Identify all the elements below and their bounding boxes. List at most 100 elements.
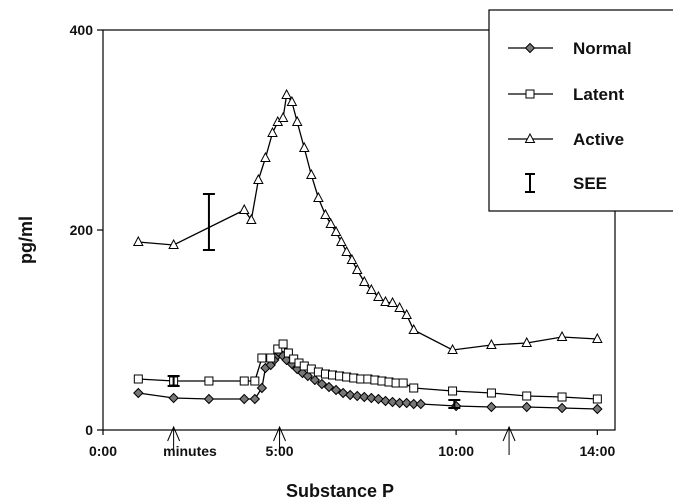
data-point-active [306,168,317,179]
data-point-normal [450,400,462,412]
data-point-active [408,323,420,334]
y-axis: 0 200 400 [70,22,103,438]
arrow-mark [502,425,516,455]
data-point-active [401,308,412,319]
data-point-normal [239,393,250,405]
data-point-active [373,290,384,301]
data-point-normal [359,391,370,403]
data-point-normal [521,401,532,413]
data-point-active [394,301,405,312]
data-point-active [380,295,391,306]
data-point-normal [486,401,497,413]
data-point-normal [366,392,377,404]
data-point-active [486,338,497,349]
data-point-normal [556,402,568,414]
legend-item-see: SEE [525,173,607,193]
data-point-latent [273,344,283,354]
data-point-normal [249,393,261,405]
legend-label: Latent [573,85,624,104]
x-axis: 0:00 5:00 10:00 14:00 [89,430,615,459]
arrow-head [502,425,516,442]
y-tick-label: 400 [70,22,94,38]
arrow-mark [167,425,181,455]
legend-label: Active [573,130,624,149]
error-bars [167,193,461,409]
data-point-active [253,173,264,184]
x-tick-label: 14:00 [579,443,615,459]
data-point-latent [257,353,267,363]
time-arrows [167,425,516,455]
data-point-latent [557,392,567,402]
data-point-active [320,208,331,219]
data-point-latent [409,383,419,393]
data-point-active [325,217,337,228]
data-point-latent [592,394,602,404]
data-point-active [366,283,377,294]
data-point-active [245,213,257,224]
data-point-active [358,275,370,286]
data-point-active [238,203,250,214]
data-point-normal [415,398,427,410]
legend-marker-square [525,89,535,99]
data-point-active [291,115,303,126]
data-point-normal [352,390,363,402]
data-point-normal [203,393,215,405]
x-axis-title: Substance P [286,481,394,501]
legend-box [488,9,673,212]
data-point-active [267,126,278,137]
data-point-active [313,191,324,202]
data-point-latent [266,353,276,363]
legend-marker-diamond [524,42,536,54]
y-axis-title: pg/ml [16,216,36,264]
data-point-active [346,253,358,264]
data-point-latent [250,376,260,386]
series-group [132,88,603,415]
data-point-active [387,296,398,307]
data-point-active [298,141,310,152]
series-latent [133,339,602,404]
data-point-active [521,336,533,347]
data-point-normal [380,395,391,407]
data-point-normal [401,397,412,409]
data-point-active [592,332,603,343]
data-point-latent [278,339,288,349]
data-point-normal [309,374,321,386]
data-point-latent [239,376,249,386]
data-point-latent [283,348,293,358]
data-point-latent [204,376,214,386]
data-point-active [132,235,144,246]
data-point-normal [323,381,335,393]
data-point-normal [592,403,603,415]
data-point-active [351,263,363,274]
error-bar [202,193,215,251]
data-point-normal [168,392,179,404]
data-point-normal [302,370,314,382]
arrow-head [167,425,181,442]
x-tick-label: 10:00 [438,443,474,459]
series-active [132,88,603,354]
data-point-active [556,330,568,341]
data-point-active [330,225,342,236]
data-point-normal [316,378,328,390]
data-point-normal [344,389,356,401]
y-tick-label: 0 [85,422,93,438]
error-bar [448,399,461,409]
legend-label: Normal [573,39,632,58]
data-point-active [168,238,179,249]
legend: Normal Latent Active SEE [488,9,673,212]
legend-item-active: Active [508,130,624,149]
x-tick-label: 0:00 [89,443,117,459]
data-point-normal [387,396,398,408]
data-point-latent [133,374,143,384]
arrow-mark [273,425,287,455]
data-point-latent [522,391,532,401]
data-point-active [260,151,271,162]
data-point-active [281,88,292,99]
data-point-normal [133,387,144,399]
data-point-active [336,235,347,246]
legend-label: SEE [573,174,607,193]
data-point-latent [486,388,496,398]
data-point-normal [408,398,419,410]
data-point-normal [330,384,342,396]
